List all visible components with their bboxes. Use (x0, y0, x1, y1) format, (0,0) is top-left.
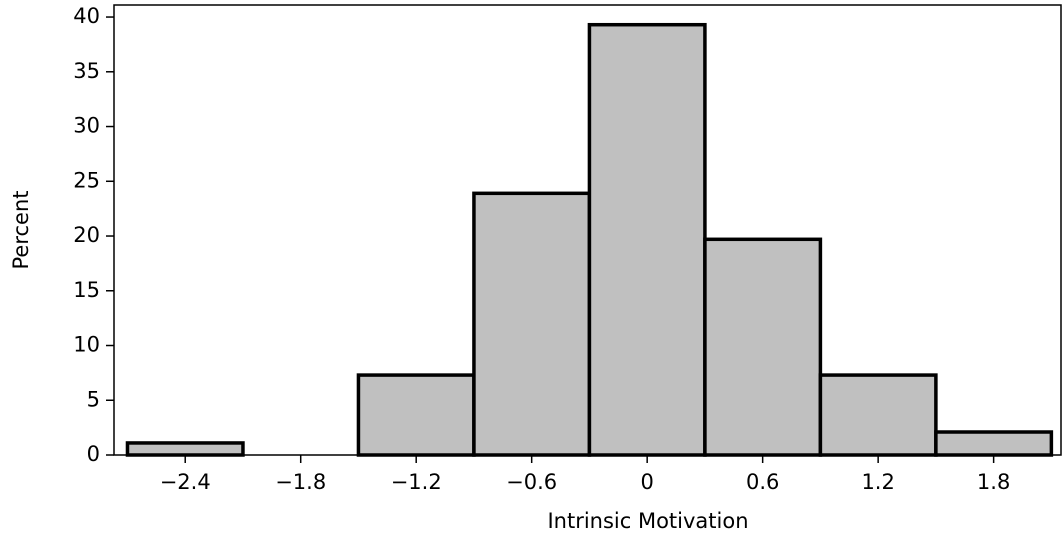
x-tick-label: 0 (640, 470, 653, 494)
y-tick-label: 25 (73, 168, 100, 192)
x-tick-label: −1.8 (275, 470, 326, 494)
x-tick-label: 1.2 (861, 470, 894, 494)
bar (125, 441, 245, 457)
y-tick-label: 30 (73, 114, 100, 138)
y-tick-label: 35 (73, 59, 100, 83)
y-axis-label: Percent (9, 190, 33, 269)
x-tick-label: −0.6 (506, 470, 557, 494)
x-tick-label: −1.2 (391, 470, 442, 494)
bar (356, 373, 476, 457)
bar (587, 22, 707, 457)
y-tick-label: 10 (73, 333, 100, 357)
y-tick-label: 0 (87, 442, 100, 466)
y-tick-label: 15 (73, 278, 100, 302)
y-tick-label: 20 (73, 223, 100, 247)
bar (818, 373, 938, 457)
y-tick-label: 40 (73, 4, 100, 28)
plot-frame (113, 4, 1062, 456)
x-axis-label: Intrinsic Motivation (547, 509, 748, 533)
bar (934, 430, 1054, 457)
x-tick-label: 1.8 (977, 470, 1010, 494)
x-tick-label: 0.6 (746, 470, 779, 494)
y-tick-label: 5 (87, 387, 100, 411)
bar (472, 191, 592, 457)
x-tick-label: −2.4 (160, 470, 211, 494)
bar (703, 237, 823, 457)
